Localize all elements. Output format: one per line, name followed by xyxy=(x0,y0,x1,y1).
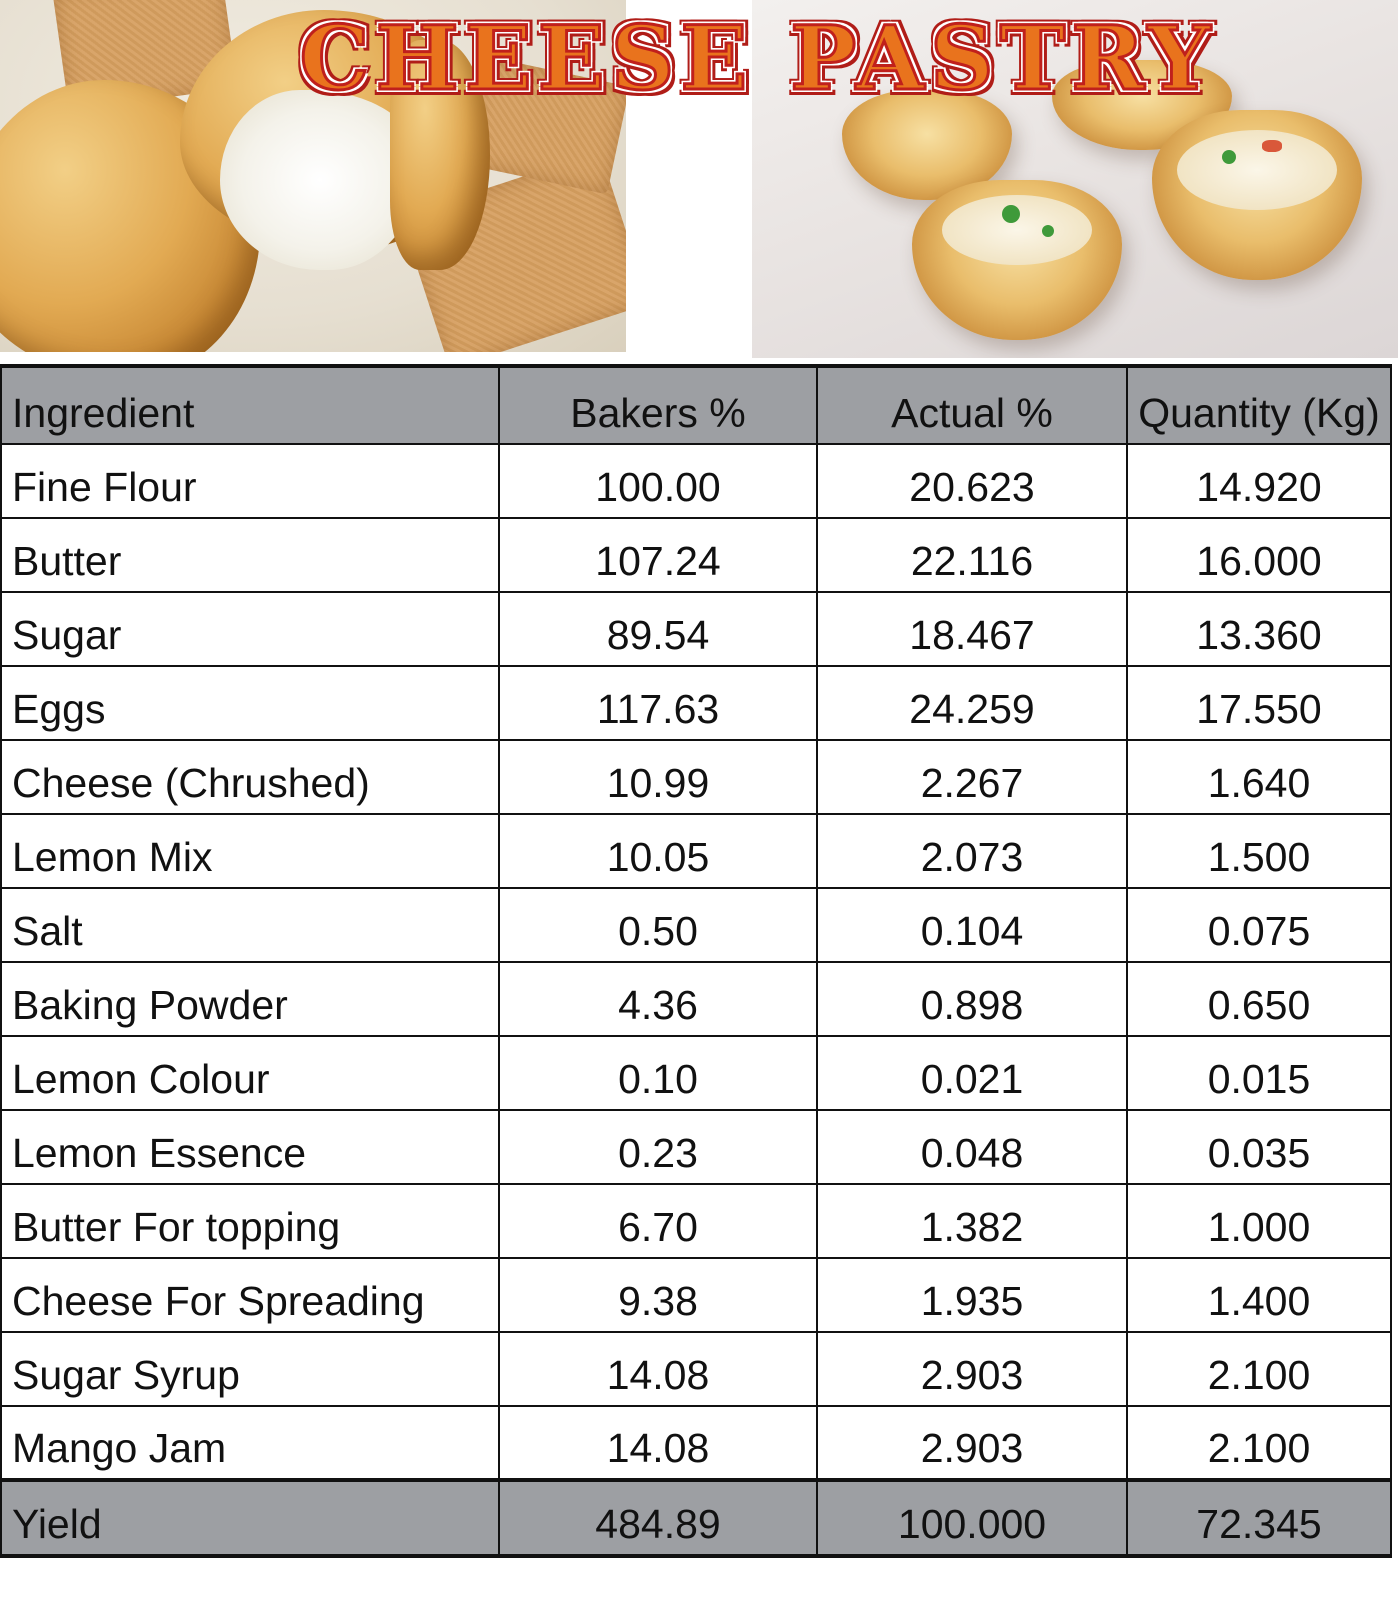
ingredient-name: Baking Powder xyxy=(0,961,500,1037)
table-row: Cheese (Chrushed) 10.99 2.267 1.640 xyxy=(0,739,1392,815)
quantity-kg: 2.100 xyxy=(1126,1331,1392,1407)
bakers-percent: 89.54 xyxy=(498,591,818,667)
header-quantity-kg: Quantity (Kg) xyxy=(1126,364,1392,445)
quantity-kg: 0.035 xyxy=(1126,1109,1392,1185)
actual-percent: 2.903 xyxy=(816,1405,1128,1481)
bakers-percent: 6.70 xyxy=(498,1183,818,1259)
header-ingredient: Ingredient xyxy=(0,364,500,445)
actual-percent: 24.259 xyxy=(816,665,1128,741)
table-header-row: Ingredient Bakers % Actual % Quantity (K… xyxy=(0,364,1392,445)
ingredient-name: Sugar Syrup xyxy=(0,1331,500,1407)
bakers-percent: 10.05 xyxy=(498,813,818,889)
yield-label: Yield xyxy=(0,1478,500,1558)
bakers-percent: 117.63 xyxy=(498,665,818,741)
table-row: Eggs 117.63 24.259 17.550 xyxy=(0,665,1392,741)
table-row: Lemon Colour 0.10 0.021 0.015 xyxy=(0,1035,1392,1111)
actual-percent: 0.898 xyxy=(816,961,1128,1037)
table-row: Salt 0.50 0.104 0.075 xyxy=(0,887,1392,963)
actual-percent: 20.623 xyxy=(816,443,1128,519)
actual-percent: 1.935 xyxy=(816,1257,1128,1333)
recipe-table: Ingredient Bakers % Actual % Quantity (K… xyxy=(0,364,1392,1558)
table-body: Fine Flour 100.00 20.623 14.920 Butter 107.24… xyxy=(0,443,1392,1481)
ingredient-name: Fine Flour xyxy=(0,443,500,519)
pastry-tartlets-photo xyxy=(752,0,1398,358)
cheese-pastry-roll-photo xyxy=(0,0,626,352)
table-row: Lemon Mix 10.05 2.073 1.500 xyxy=(0,813,1392,889)
actual-percent: 1.382 xyxy=(816,1183,1128,1259)
table-row: Sugar Syrup 14.08 2.903 2.100 xyxy=(0,1331,1392,1407)
quantity-kg: 0.075 xyxy=(1126,887,1392,963)
ingredient-name: Sugar xyxy=(0,591,500,667)
actual-percent: 22.116 xyxy=(816,517,1128,593)
quantity-kg: 1.640 xyxy=(1126,739,1392,815)
ingredient-name: Mango Jam xyxy=(0,1405,500,1481)
actual-percent: 2.073 xyxy=(816,813,1128,889)
table-row: Mango Jam 14.08 2.903 2.100 xyxy=(0,1405,1392,1481)
bakers-percent: 107.24 xyxy=(498,517,818,593)
page-title: CHEESE PASTRY xyxy=(298,6,1217,110)
bakers-percent: 4.36 xyxy=(498,961,818,1037)
header-actual-percent: Actual % xyxy=(816,364,1128,445)
ingredient-name: Cheese (Chrushed) xyxy=(0,739,500,815)
table-row: Butter For topping 6.70 1.382 1.000 xyxy=(0,1183,1392,1259)
header-bakers-percent: Bakers % xyxy=(498,364,818,445)
bakers-percent: 0.23 xyxy=(498,1109,818,1185)
ingredient-name: Lemon Essence xyxy=(0,1109,500,1185)
quantity-kg: 1.500 xyxy=(1126,813,1392,889)
quantity-kg: 0.015 xyxy=(1126,1035,1392,1111)
bakers-percent: 14.08 xyxy=(498,1405,818,1481)
quantity-kg: 1.000 xyxy=(1126,1183,1392,1259)
yield-bakers-percent: 484.89 xyxy=(498,1478,818,1558)
bakers-percent: 10.99 xyxy=(498,739,818,815)
actual-percent: 0.048 xyxy=(816,1109,1128,1185)
ingredient-name: Lemon Mix xyxy=(0,813,500,889)
ingredient-name: Lemon Colour xyxy=(0,1035,500,1111)
actual-percent: 18.467 xyxy=(816,591,1128,667)
quantity-kg: 17.550 xyxy=(1126,665,1392,741)
bakers-percent: 0.10 xyxy=(498,1035,818,1111)
quantity-kg: 1.400 xyxy=(1126,1257,1392,1333)
actual-percent: 2.267 xyxy=(816,739,1128,815)
bakers-percent: 9.38 xyxy=(498,1257,818,1333)
quantity-kg: 13.360 xyxy=(1126,591,1392,667)
yield-quantity-kg: 72.345 xyxy=(1126,1478,1392,1558)
actual-percent: 0.104 xyxy=(816,887,1128,963)
quantity-kg: 16.000 xyxy=(1126,517,1392,593)
bakers-percent: 14.08 xyxy=(498,1331,818,1407)
table-row: Baking Powder 4.36 0.898 0.650 xyxy=(0,961,1392,1037)
yield-row: Yield 484.89 100.000 72.345 xyxy=(0,1478,1392,1558)
ingredient-name: Salt xyxy=(0,887,500,963)
table-row: Sugar 89.54 18.467 13.360 xyxy=(0,591,1392,667)
quantity-kg: 14.920 xyxy=(1126,443,1392,519)
bakers-percent: 0.50 xyxy=(498,887,818,963)
actual-percent: 0.021 xyxy=(816,1035,1128,1111)
quantity-kg: 2.100 xyxy=(1126,1405,1392,1481)
yield-actual-percent: 100.000 xyxy=(816,1478,1128,1558)
ingredient-name: Butter xyxy=(0,517,500,593)
table-row: Cheese For Spreading 9.38 1.935 1.400 xyxy=(0,1257,1392,1333)
ingredient-name: Cheese For Spreading xyxy=(0,1257,500,1333)
actual-percent: 2.903 xyxy=(816,1331,1128,1407)
quantity-kg: 0.650 xyxy=(1126,961,1392,1037)
ingredient-name: Eggs xyxy=(0,665,500,741)
table-row: Lemon Essence 0.23 0.048 0.035 xyxy=(0,1109,1392,1185)
ingredient-name: Butter For topping xyxy=(0,1183,500,1259)
table-row: Butter 107.24 22.116 16.000 xyxy=(0,517,1392,593)
table-row: Fine Flour 100.00 20.623 14.920 xyxy=(0,443,1392,519)
bakers-percent: 100.00 xyxy=(498,443,818,519)
